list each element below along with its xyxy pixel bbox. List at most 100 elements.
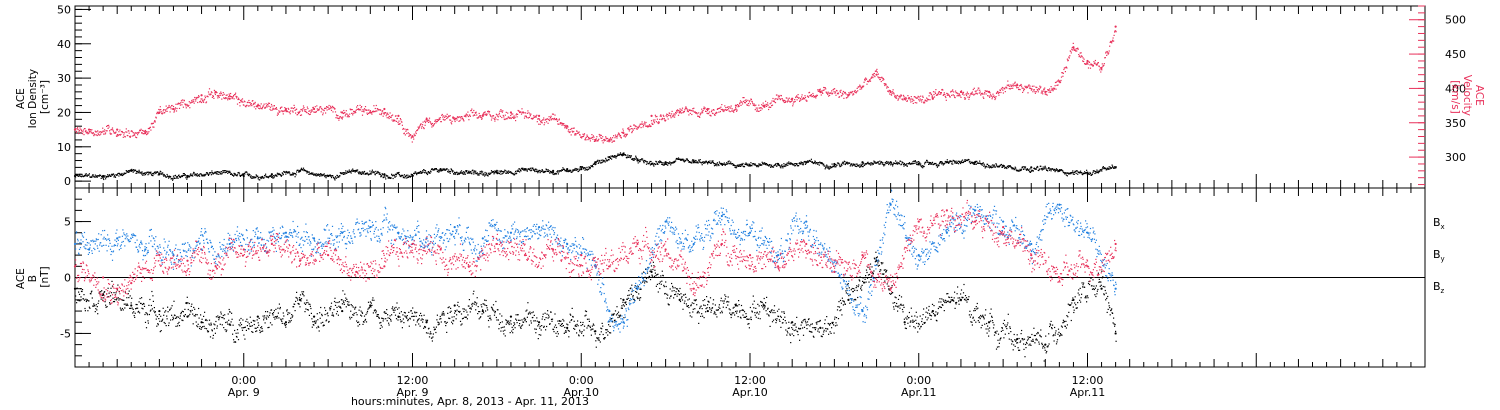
top-series-red-sample (605, 136, 607, 138)
top-series-red-sample (994, 98, 996, 101)
top-series-black-sample (198, 174, 200, 176)
top-series-black-sample (970, 162, 972, 164)
bottom-series-bx-sample (253, 323, 255, 326)
top-series-red-sample (147, 132, 149, 134)
top-series-black-sample (351, 170, 353, 172)
top-series-red-sample (289, 113, 291, 115)
top-series-red-sample (478, 112, 480, 115)
top-series-red-sample (347, 114, 349, 116)
top-series-red-sample (650, 120, 653, 122)
top-series-black-sample (216, 171, 218, 173)
top-series-red-sample (279, 107, 281, 110)
bottom-series-bx-sample (273, 310, 275, 312)
top-series-black-sample (826, 164, 828, 166)
top-series-red-sample (112, 130, 115, 132)
top-series-red-sample (926, 97, 928, 99)
top-series-red-sample (98, 134, 100, 136)
top-series-red-sample (225, 97, 227, 99)
top-series-black-sample (422, 171, 424, 173)
top-series-black-sample (1072, 173, 1074, 175)
top-series-black-sample (1008, 165, 1010, 167)
top-series-black-sample (529, 167, 531, 169)
bottom-series-bx-sample (209, 336, 212, 338)
top-series-black-sample (726, 162, 728, 164)
bottom-series-bx-sample (240, 317, 242, 320)
top-series-red-sample (717, 108, 719, 110)
top-series-red-sample (725, 107, 727, 109)
top-series-red-sample (939, 93, 941, 95)
top-series-red-sample (833, 91, 835, 93)
top-series-red-sample (945, 96, 947, 99)
top-series-red-sample (879, 78, 881, 81)
top-series-red-sample (1096, 63, 1098, 65)
top-series-red-sample (160, 109, 162, 111)
top-series-red-sample (897, 98, 900, 100)
top-series-black-sample (584, 167, 587, 169)
top-series-black-sample (873, 162, 875, 164)
top-series-black-sample (545, 170, 547, 173)
top-series-red-sample (164, 109, 166, 111)
top-series-black-sample (447, 171, 449, 173)
top-series-black-sample (267, 176, 269, 178)
top-series-black-sample (1056, 169, 1059, 171)
top-series-red-sample (974, 93, 976, 95)
top-series-black-sample (217, 171, 219, 173)
top-series-red-sample (643, 123, 645, 125)
top-series-red-sample (227, 97, 229, 99)
top-series-black-sample (914, 162, 916, 164)
top-series-red-sample (232, 97, 234, 99)
bottom-series-bx-sample (281, 322, 283, 324)
top-series-red-sample (287, 107, 289, 109)
top-series-red-sample (570, 128, 572, 130)
top-series-black-sample (515, 170, 517, 172)
top-series-red-sample (540, 121, 542, 123)
bottom-series-bx-sample (260, 330, 262, 333)
top-series-red-sample (405, 129, 407, 131)
top-series-red-sample (361, 114, 364, 116)
top-series-black-sample (250, 175, 252, 177)
top-series-black-sample (730, 161, 732, 163)
top-series-black-sample (855, 165, 857, 167)
top-series-red-sample (536, 121, 538, 123)
top-series-red-sample (1036, 86, 1038, 89)
bottom-series-bx-sample (280, 318, 282, 320)
top-series-black-sample (272, 175, 275, 177)
top-series-black-sample (1029, 171, 1031, 173)
top-series-black-sample (620, 153, 622, 156)
top-series-red-sample (802, 97, 804, 99)
top-series-red-sample (125, 128, 127, 130)
top-series-black-sample (366, 172, 369, 174)
top-series-black-sample (220, 171, 222, 173)
top-series-red-sample (614, 137, 616, 139)
bottom-series-bx-point (481, 309, 484, 313)
top-series-red-sample (526, 112, 528, 114)
top-series-red-sample (213, 89, 215, 91)
top-series-red-sample (742, 100, 745, 102)
bottom-series-bx-sample (145, 312, 147, 314)
top-series-red-sample (1068, 57, 1070, 59)
top-series-black-sample (622, 154, 624, 156)
top-series-black-sample (269, 175, 272, 177)
top-series-black-sample (260, 177, 262, 180)
top-series-black-sample (212, 173, 214, 175)
top-series-black-sample (334, 179, 336, 181)
top-series-red-sample (1113, 40, 1115, 42)
top-series-black-sample (274, 175, 276, 177)
top-series-red-sample (1045, 93, 1047, 96)
top-series-black-sample (718, 164, 720, 167)
bottom-series-bx-sample (113, 292, 115, 294)
top-series-black-sample (801, 162, 803, 164)
top-series-black-sample (639, 160, 641, 162)
top-series-red-sample (735, 108, 737, 110)
top-series-black-sample (1054, 171, 1056, 173)
bottom-series-bx-sample (79, 300, 81, 302)
bottom-series-bx-sample (310, 312, 312, 314)
top-series-black-sample (456, 173, 459, 176)
top-series-red-sample (453, 117, 455, 119)
top-series-black-sample (931, 161, 934, 163)
top-series-black-sample (347, 170, 349, 172)
bottom-series-bx-sample (311, 318, 313, 320)
top-series-black-sample (313, 174, 315, 176)
top-series-red-sample (953, 91, 955, 93)
